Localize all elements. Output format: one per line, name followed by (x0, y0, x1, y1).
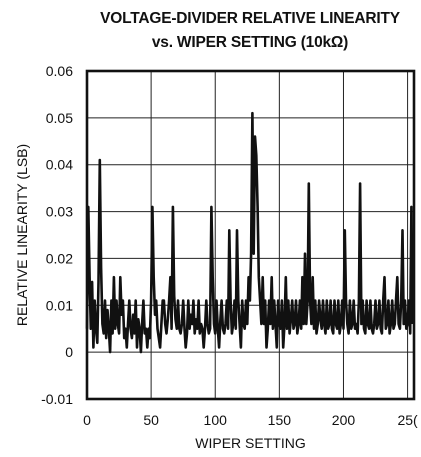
series-line (85, 111, 414, 354)
y-tick-label: 0.03 (46, 204, 73, 220)
x-axis-label: WIPER SETTING (195, 435, 305, 451)
x-tick-label: 0 (83, 412, 91, 428)
chart-title: VOLTAGE-DIVIDER RELATIVE LINEARITY (100, 10, 400, 27)
chart-subtitle: vs. WIPER SETTING (10kΩ) (151, 34, 349, 51)
x-tick-label: 150 (268, 412, 292, 428)
y-tick-label: 0.04 (46, 157, 73, 173)
x-tick-label: 25( (397, 412, 418, 428)
y-tick-label: -0.01 (41, 391, 73, 407)
y-tick-label: 0.02 (46, 250, 73, 266)
y-tick-label: 0 (65, 344, 73, 360)
y-tick-label: 0.05 (46, 110, 73, 126)
y-tick-label: 0.01 (46, 297, 73, 313)
x-tick-label: 50 (143, 412, 159, 428)
tick-labels: -0.01 0 0.01 0.02 0.03 0.04 0.05 0.06 0 50 100 150 2… (41, 63, 418, 428)
x-tick-label: 100 (204, 412, 228, 428)
y-axis-label: RELATIVE LINEARITY (LSB) (14, 144, 30, 326)
plot-frame (85, 69, 416, 401)
x-tick-label: 200 (332, 412, 356, 428)
y-tick-label: 0.06 (46, 63, 73, 79)
